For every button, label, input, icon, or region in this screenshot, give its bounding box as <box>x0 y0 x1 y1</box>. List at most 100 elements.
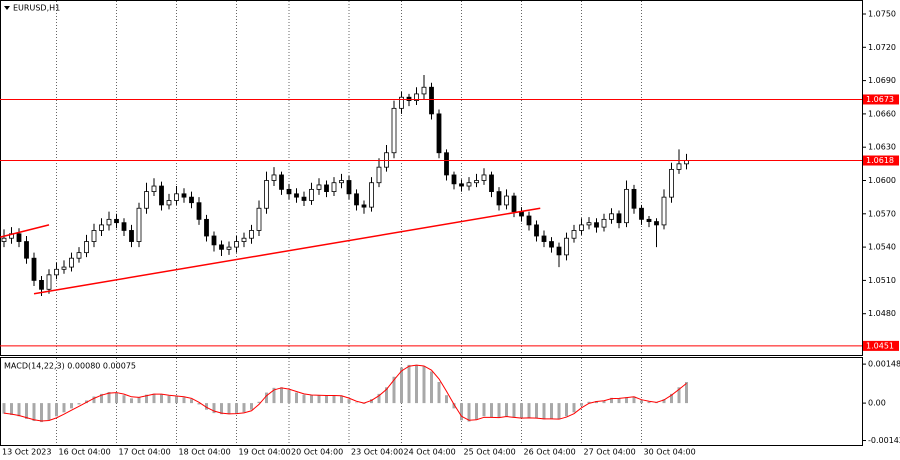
level-label-box <box>863 340 899 351</box>
x-tick-label: 23 Oct 04:00 <box>351 448 403 457</box>
macd-bar <box>632 396 636 404</box>
x-tick-label: 17 Oct 04:00 <box>119 448 171 457</box>
candle-body <box>331 182 337 192</box>
candle-body <box>31 257 37 281</box>
macd-bar <box>220 403 223 415</box>
macd-bar <box>535 403 538 419</box>
macd-bar <box>167 395 171 404</box>
x-tick-label: 18 Oct 04:00 <box>179 448 231 457</box>
y-tick-label: 0.00148 <box>868 360 900 369</box>
macd-bar <box>265 392 268 404</box>
macd-bar <box>400 367 403 404</box>
macd-bar <box>10 403 13 415</box>
candle-body <box>159 185 164 206</box>
macd-bar <box>565 403 568 417</box>
candle-body <box>84 241 89 254</box>
candle-body <box>489 174 494 192</box>
macd-bar <box>310 395 313 404</box>
macd-bar <box>520 403 523 419</box>
candle-body <box>436 113 442 154</box>
macd-bar <box>662 399 666 404</box>
x-tick-label: 13 Oct 2023 <box>2 448 51 457</box>
candle-body <box>204 218 209 237</box>
level-label-box <box>863 94 899 105</box>
macd-bar <box>655 402 658 404</box>
candle-body <box>99 224 104 231</box>
candle-body <box>429 86 434 115</box>
candle-body <box>234 241 239 248</box>
candle-body <box>121 222 127 231</box>
candle-body <box>579 224 584 231</box>
y-tick-label: 1.0540 <box>868 243 896 252</box>
macd-bar <box>205 403 208 410</box>
candle-body <box>91 230 97 242</box>
macd-bar <box>77 403 81 405</box>
candle-body <box>39 280 44 290</box>
level-label-box <box>863 155 899 166</box>
candle-body <box>339 180 344 184</box>
macd-bar <box>460 403 463 421</box>
candle-body <box>264 180 269 209</box>
candle-body <box>24 241 29 259</box>
candle-body <box>571 230 577 239</box>
macd-bar <box>317 395 321 404</box>
candle-body <box>369 182 374 208</box>
macd-bar <box>610 397 613 404</box>
macd-bar <box>685 382 688 404</box>
candle-body <box>361 204 367 208</box>
chart-title: EURUSD,H1 <box>13 4 60 13</box>
macd-bar <box>557 403 561 420</box>
macd-bar <box>580 403 583 406</box>
candle-body <box>114 218 119 224</box>
x-tick-label: 24 Oct 04:00 <box>404 448 456 457</box>
macd-bar <box>295 392 298 404</box>
macd-bar <box>527 403 531 418</box>
macd-bar <box>430 371 433 404</box>
macd-bar <box>32 403 36 422</box>
candle-body <box>76 252 82 259</box>
candle-body <box>556 246 562 256</box>
macd-bar <box>542 403 546 420</box>
candle-body <box>654 221 659 226</box>
candle-body <box>451 174 457 185</box>
candle-body <box>399 96 404 109</box>
macd-bar <box>92 396 96 404</box>
x-tick-label: 30 Oct 04:00 <box>644 448 696 457</box>
candle-body <box>226 246 232 250</box>
candle-body <box>639 207 644 220</box>
macd-bar <box>182 397 186 404</box>
candle-body <box>376 166 382 184</box>
macd-bar <box>647 401 651 404</box>
candle-body <box>646 218 652 222</box>
candle-body <box>181 193 187 198</box>
y-tick-label: 1.0660 <box>868 109 896 118</box>
candle-body <box>391 107 397 154</box>
candle-body <box>504 195 509 206</box>
macd-bar <box>572 403 576 413</box>
menu-triangle <box>4 6 10 10</box>
macd-bar <box>332 395 336 404</box>
macd-bar <box>17 403 21 417</box>
candle-body <box>256 207 262 231</box>
macd-bar <box>482 403 486 417</box>
macd-bar <box>490 403 493 418</box>
macd-bar <box>340 395 343 404</box>
candle-body <box>669 168 674 198</box>
candle-body <box>586 222 592 226</box>
macd-bar <box>377 393 381 404</box>
candle-body <box>661 196 667 226</box>
macd-bar <box>197 403 201 405</box>
y-tick-label: 1.0600 <box>868 176 896 185</box>
candle-body <box>534 224 539 237</box>
candle-body <box>316 184 322 190</box>
candle-body <box>526 215 532 226</box>
candle-body <box>414 93 419 101</box>
y-tick-label: 1.0570 <box>868 209 896 218</box>
macd-bar <box>115 392 118 404</box>
macd-bar <box>670 393 673 404</box>
candle-body <box>354 193 359 206</box>
macd-bar <box>640 400 643 404</box>
macd-bar <box>242 403 246 413</box>
candle-body <box>541 235 547 242</box>
